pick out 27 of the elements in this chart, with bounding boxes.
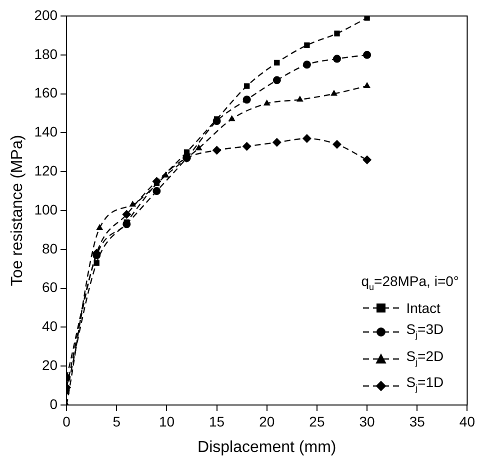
y-tick-label: 0 (50, 396, 58, 412)
legend-label: S$_{j}$=1D (406, 373, 444, 396)
x-axis-title: Displacement (mm) (198, 438, 336, 456)
x-tick-label: 20 (259, 413, 275, 430)
x-tick-label: 5 (112, 413, 121, 430)
x-tick-label: 25 (309, 413, 325, 430)
x-tick-label: 40 (459, 413, 476, 430)
y-tick-label: 180 (34, 46, 58, 62)
y-tick-label: 200 (34, 6, 58, 23)
y-tick-label: 100 (34, 201, 58, 218)
legend-label: S$_{j}$=2D (406, 346, 444, 369)
x-tick-label: 30 (359, 413, 376, 430)
y-tick-label: 80 (42, 240, 58, 256)
y-axis-title: Toe resistance (MPa) (9, 134, 26, 286)
y-tick-label: 40 (42, 318, 58, 334)
y-tick-label: 60 (42, 279, 58, 296)
y-tick-label: 160 (34, 84, 58, 101)
x-tick-label: 10 (158, 413, 175, 430)
legend-label: Intact (406, 298, 440, 318)
x-tick-label: 35 (409, 413, 426, 430)
legend-title: q$_{u}$=28MPa, i=0° (361, 272, 459, 294)
x-tick-label: 15 (209, 413, 225, 430)
y-tick-label: 20 (42, 356, 58, 373)
legend-label: S$_{j}$=3D (406, 320, 444, 342)
y-tick-label: 140 (34, 124, 58, 140)
y-tick-label: 120 (34, 162, 58, 178)
x-tick-label: 0 (62, 413, 71, 430)
